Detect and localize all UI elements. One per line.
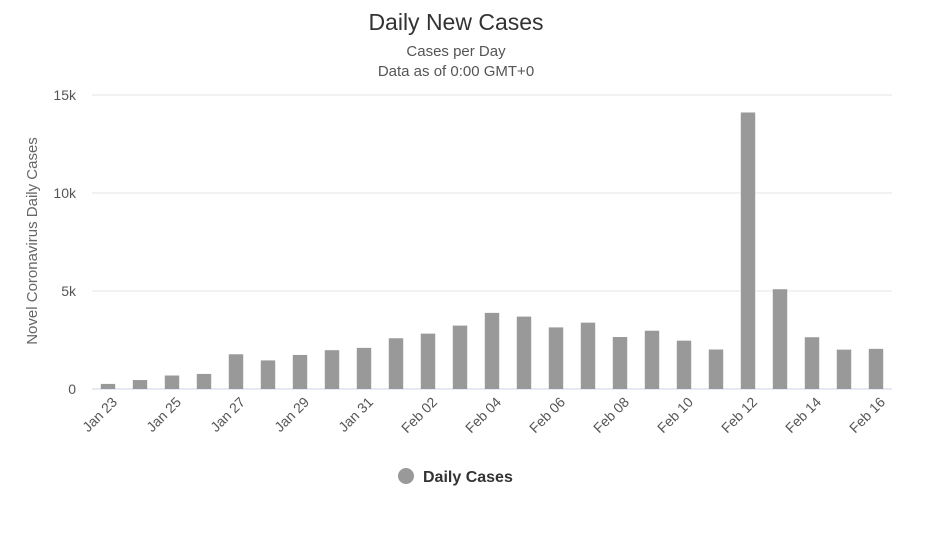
bar-feb-03[interactable] bbox=[452, 325, 468, 389]
legend[interactable]: Daily Cases bbox=[398, 468, 513, 486]
chart-subtitle-line-2: Data as of 0:00 GMT+0 bbox=[378, 63, 534, 80]
bar-jan-26[interactable] bbox=[196, 373, 212, 389]
bar-jan-31[interactable] bbox=[356, 347, 372, 389]
x-tick-label: Jan 29 bbox=[271, 394, 312, 435]
bar-jan-23[interactable] bbox=[100, 383, 116, 389]
y-tick-label: 0 bbox=[68, 381, 76, 397]
y-tick-label: 5k bbox=[61, 283, 77, 299]
x-tick-label: Feb 06 bbox=[526, 394, 568, 436]
x-tick-label: Feb 14 bbox=[782, 394, 824, 436]
y-tick-label: 10k bbox=[53, 185, 77, 201]
x-tick-label: Feb 10 bbox=[654, 394, 696, 436]
y-axis-label: Novel Coronavirus Daily Cases bbox=[24, 137, 41, 345]
x-tick-label: Jan 25 bbox=[143, 394, 184, 435]
y-axis-ticks: 0 5k 10k 15k bbox=[53, 87, 77, 397]
bar-feb-05[interactable] bbox=[516, 316, 532, 389]
x-tick-label: Feb 04 bbox=[462, 394, 504, 436]
bar-feb-14[interactable] bbox=[804, 337, 820, 389]
bar-jan-27[interactable] bbox=[228, 354, 244, 389]
bar-feb-09[interactable] bbox=[644, 330, 660, 389]
bar-feb-04[interactable] bbox=[484, 312, 500, 389]
bar-feb-08[interactable] bbox=[612, 337, 628, 389]
chart-subtitle-line-1: Cases per Day bbox=[406, 43, 506, 60]
x-tick-label: Jan 31 bbox=[335, 394, 376, 435]
bar-jan-28[interactable] bbox=[260, 360, 276, 389]
bar-feb-16[interactable] bbox=[868, 348, 884, 389]
bar-feb-12[interactable] bbox=[740, 112, 756, 389]
x-tick-label: Jan 27 bbox=[207, 394, 248, 435]
x-tick-label: Jan 23 bbox=[79, 394, 120, 435]
legend-marker-daily-cases[interactable] bbox=[398, 468, 414, 484]
bar-feb-02[interactable] bbox=[420, 333, 436, 389]
bar-feb-10[interactable] bbox=[676, 340, 692, 389]
x-tick-label: Feb 02 bbox=[398, 394, 440, 436]
bar-jan-30[interactable] bbox=[324, 350, 340, 389]
bar-feb-01[interactable] bbox=[388, 338, 404, 389]
bars bbox=[100, 112, 884, 389]
x-tick-label: Feb 12 bbox=[718, 394, 760, 436]
chart-title: Daily New Cases bbox=[368, 9, 543, 35]
bar-feb-06[interactable] bbox=[548, 327, 564, 389]
bar-feb-13[interactable] bbox=[772, 289, 788, 389]
bar-feb-07[interactable] bbox=[580, 322, 596, 389]
x-tick-label: Feb 16 bbox=[846, 394, 888, 436]
x-axis-ticks: Jan 23 Jan 25 Jan 27 Jan 29 Jan 31 Feb 02 Feb … bbox=[79, 394, 888, 436]
bar-jan-24[interactable] bbox=[132, 380, 148, 389]
y-tick-label: 15k bbox=[53, 87, 77, 103]
bar-jan-29[interactable] bbox=[292, 354, 308, 389]
legend-label-daily-cases[interactable]: Daily Cases bbox=[423, 469, 513, 486]
bar-feb-11[interactable] bbox=[708, 349, 724, 389]
bar-jan-25[interactable] bbox=[164, 375, 180, 389]
x-tick-label: Feb 08 bbox=[590, 394, 632, 436]
bar-feb-15[interactable] bbox=[836, 349, 852, 389]
